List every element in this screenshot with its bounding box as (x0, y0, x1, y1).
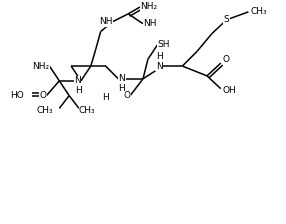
Text: N: N (156, 62, 163, 71)
Text: H: H (75, 86, 82, 95)
Text: CH₃: CH₃ (250, 7, 267, 16)
Text: O: O (39, 91, 47, 100)
Text: HO: HO (10, 91, 24, 100)
Text: OH: OH (223, 86, 237, 95)
Text: NH: NH (143, 19, 156, 28)
Text: H: H (118, 84, 125, 93)
Text: CH₃: CH₃ (79, 106, 96, 115)
Text: NH₂: NH₂ (140, 2, 157, 11)
Text: NH₂: NH₂ (32, 62, 49, 71)
Text: H: H (156, 52, 163, 61)
Text: N: N (118, 74, 125, 83)
Text: H: H (102, 93, 109, 102)
Text: NH: NH (99, 17, 112, 26)
Text: S: S (224, 15, 230, 24)
Text: SH: SH (158, 40, 170, 49)
Text: N: N (74, 76, 81, 85)
Text: O: O (223, 55, 230, 64)
Text: CH₃: CH₃ (37, 106, 53, 115)
Text: O: O (123, 91, 130, 100)
